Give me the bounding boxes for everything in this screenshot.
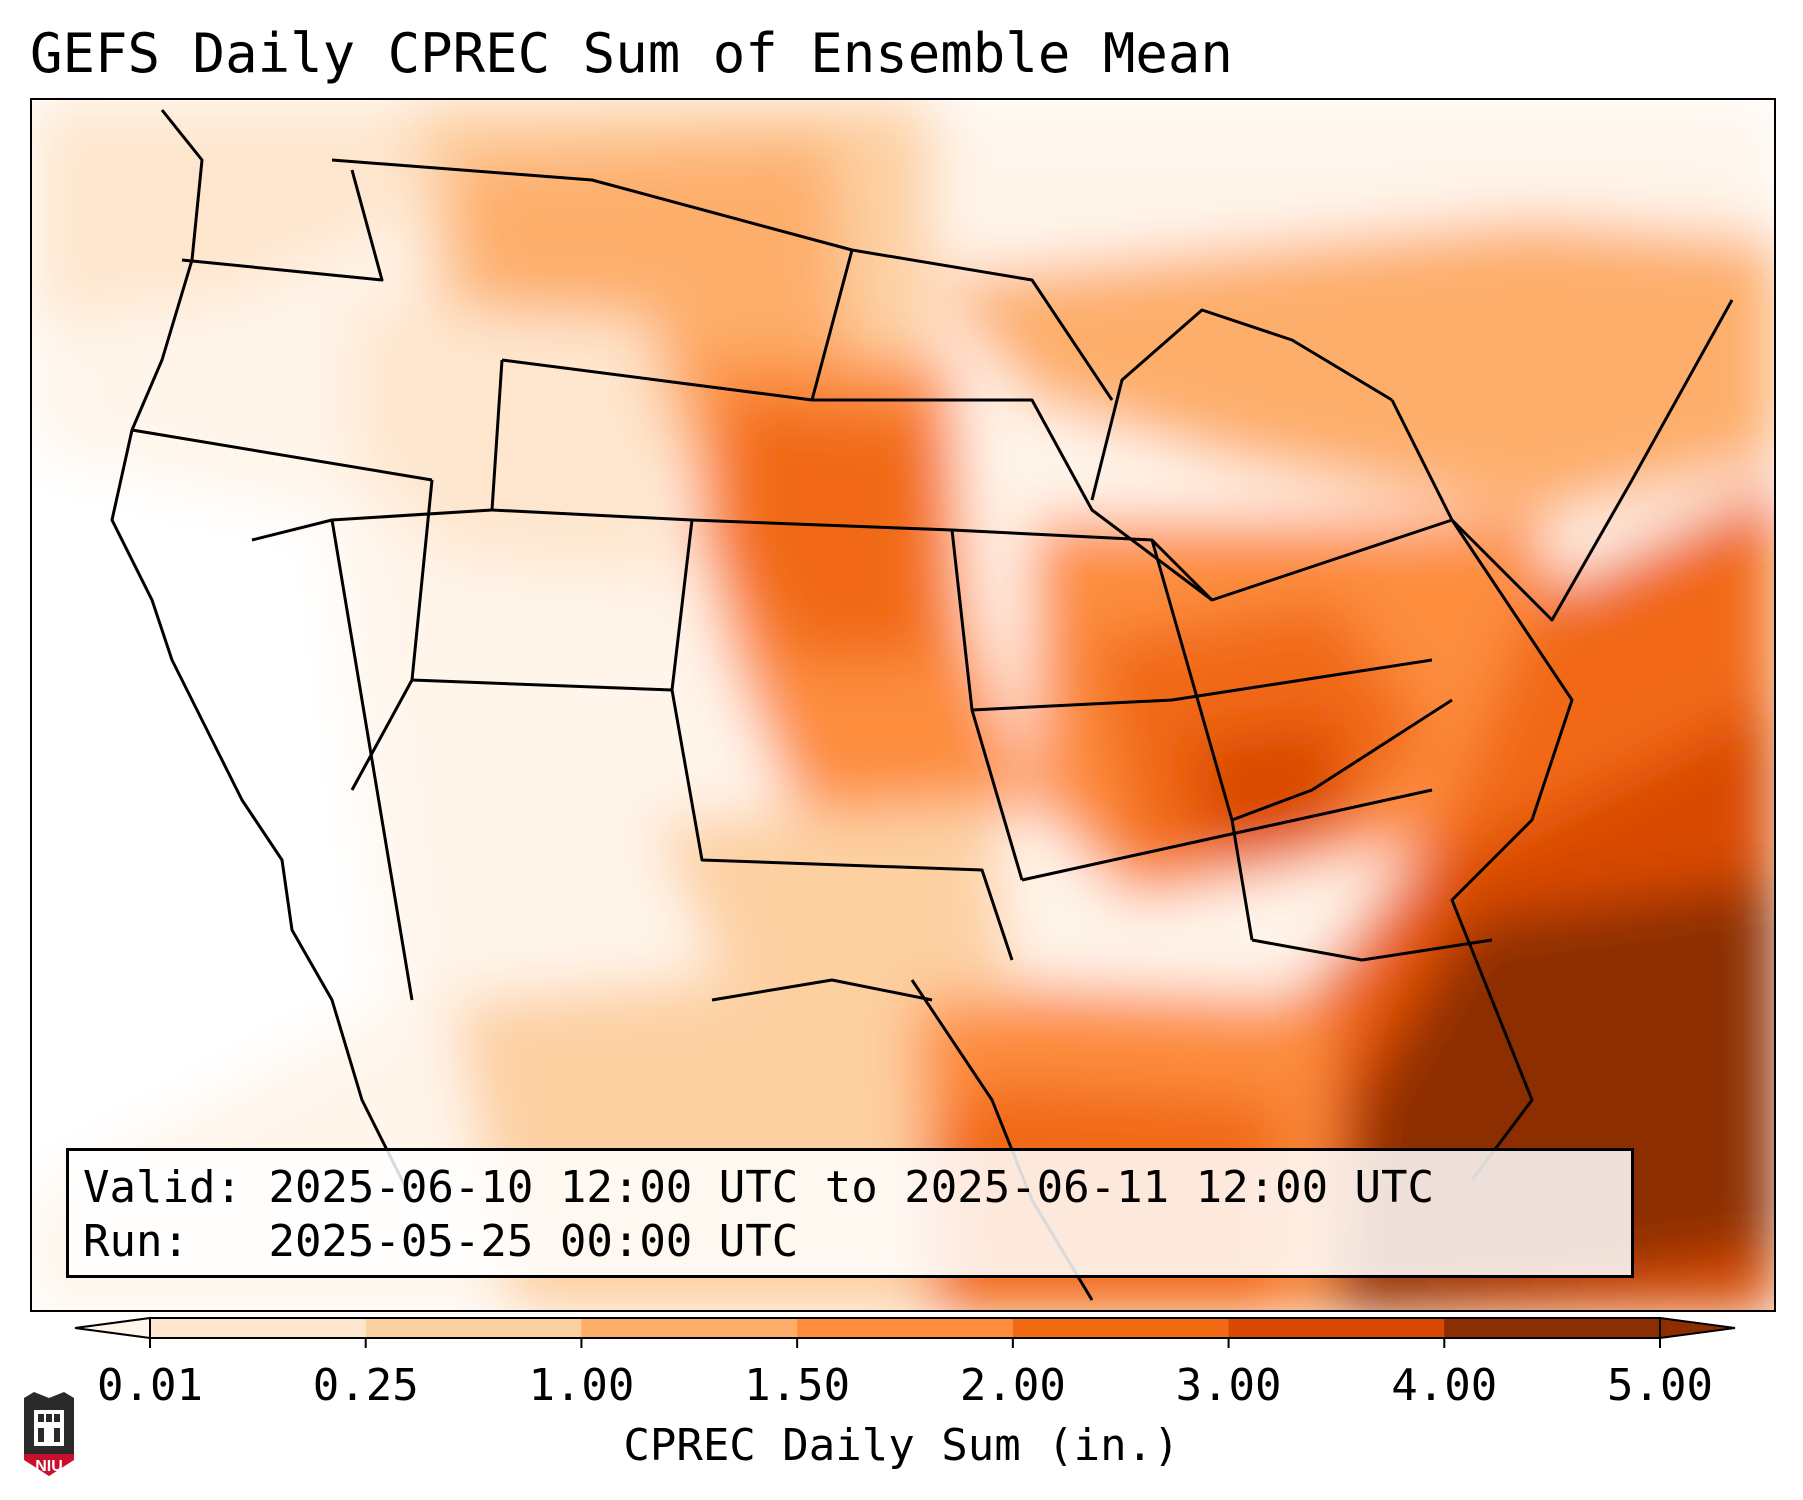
- colorbar-segments: [74, 1316, 1736, 1340]
- colorbar-segment: [1444, 1318, 1661, 1338]
- colorbar-label: CPREC Daily Sum (in.): [623, 1420, 1180, 1471]
- valid-label: Valid:: [83, 1162, 242, 1213]
- niu-logo-icon: [24, 1392, 74, 1476]
- colorbar-extend-low: [74, 1316, 151, 1340]
- colorbar-tick-label: 0.25: [312, 1360, 419, 1411]
- colorbar-outline: [149, 1317, 1661, 1339]
- precip-field: [32, 100, 1774, 1310]
- colorbar-tick-label: 3.00: [1175, 1360, 1282, 1411]
- logo-text: NIU: [35, 1458, 63, 1475]
- colorbar-segment: [581, 1318, 798, 1338]
- colorbar-tick-label: 2.00: [959, 1360, 1066, 1411]
- precipitation-map: [30, 98, 1776, 1312]
- run-value: 2025-05-25 00:00 UTC: [268, 1216, 799, 1267]
- valid-value: 2025-06-10 12:00 UTC to 2025-06-11 12:00…: [268, 1162, 1435, 1213]
- colorbar-segment: [150, 1318, 367, 1338]
- colorbar-segment: [1012, 1318, 1230, 1338]
- colorbar-tick-label: 0.01: [97, 1360, 203, 1411]
- colorbar-tick-label: 5.00: [1607, 1360, 1713, 1411]
- map-title: GEFS Daily CPREC Sum of Ensemble Mean: [30, 22, 1233, 85]
- colorbar-segment: [1228, 1318, 1445, 1338]
- map-canvas: [32, 100, 1774, 1310]
- colorbar-segment: [797, 1318, 1014, 1338]
- colorbar-tick-label: 1.50: [744, 1360, 851, 1411]
- colorbar: [74, 1316, 1736, 1348]
- colorbar-tick-label: 4.00: [1391, 1360, 1498, 1411]
- valid-run-info-box: Valid: 2025-06-10 12:00 UTC to 2025-06-1…: [66, 1148, 1634, 1278]
- colorbar-extend-high: [1659, 1316, 1736, 1340]
- colorbar-ticks: [149, 1338, 1661, 1348]
- state-borders: [110, 109, 1734, 1301]
- run-label: Run:: [83, 1216, 189, 1267]
- colorbar-segment: [365, 1318, 582, 1338]
- colorbar-tick-label: 1.00: [528, 1360, 635, 1411]
